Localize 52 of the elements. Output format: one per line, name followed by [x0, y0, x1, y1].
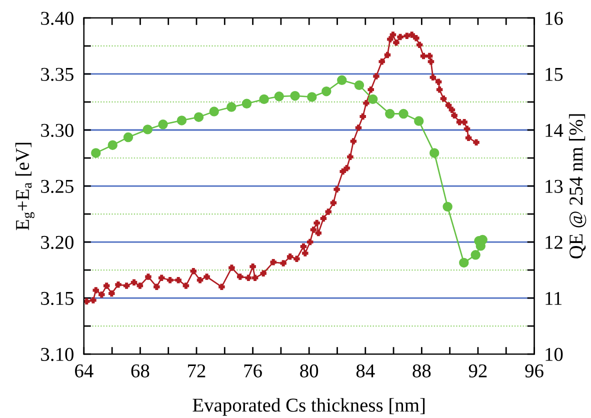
point [142, 124, 153, 134]
y2-tick-label: 14 [546, 124, 564, 137]
point [385, 108, 395, 119]
y-tick-label: 3.25 [41, 180, 74, 194]
point [414, 116, 424, 126]
y2-axis-title: QE @ 254 nm [%] [568, 114, 586, 258]
point [337, 75, 347, 86]
point [429, 148, 440, 158]
y-tick-label: 3.35 [41, 68, 74, 82]
x-tick-label: 68 [131, 364, 150, 378]
point [478, 234, 488, 245]
point [274, 92, 284, 102]
y2-tick-label: 13 [546, 180, 563, 193]
x-tick-label: 84 [356, 364, 375, 378]
point [91, 148, 101, 158]
y2-tick-label: 15 [546, 68, 563, 81]
x-axis-title: Evaporated Cs thickness [nm] [192, 398, 425, 416]
point [459, 258, 469, 268]
x-tick-label: 96 [525, 364, 544, 378]
point [259, 94, 269, 104]
point [470, 250, 480, 260]
y-tick-label: 3.15 [41, 292, 74, 306]
x-tick-label: 80 [300, 364, 318, 378]
x-tick-label: 64 [75, 364, 94, 378]
point [398, 108, 408, 119]
point [158, 120, 168, 130]
x-tick-label: 92 [468, 364, 487, 378]
point [209, 106, 219, 116]
point [194, 112, 204, 122]
x-tick-label: 88 [412, 364, 431, 378]
x-tick-label: 72 [188, 364, 206, 378]
point [242, 98, 252, 109]
point [442, 202, 452, 212]
point [290, 90, 300, 101]
point [368, 94, 378, 104]
y-axis-title: E$_{g}$+E$_{a}$ [eV] [15, 142, 34, 230]
point [176, 116, 187, 126]
point [226, 102, 236, 112]
y-tick-label: 3.20 [41, 236, 74, 250]
point [123, 132, 134, 142]
y2-tick-label: 16 [546, 12, 563, 25]
y2-tick-label: 12 [546, 236, 562, 249]
point [108, 140, 118, 150]
y-tick-label: 3.40 [41, 12, 74, 25]
y2-tick-label: 11 [546, 292, 562, 305]
point [307, 92, 317, 102]
point [322, 86, 332, 96]
y-tick-label: 3.30 [41, 124, 74, 138]
point [354, 80, 364, 90]
y-tick-label: 3.10 [41, 348, 74, 362]
y2-tick-label: 10 [546, 348, 563, 361]
x-tick-label: 76 [244, 364, 262, 378]
